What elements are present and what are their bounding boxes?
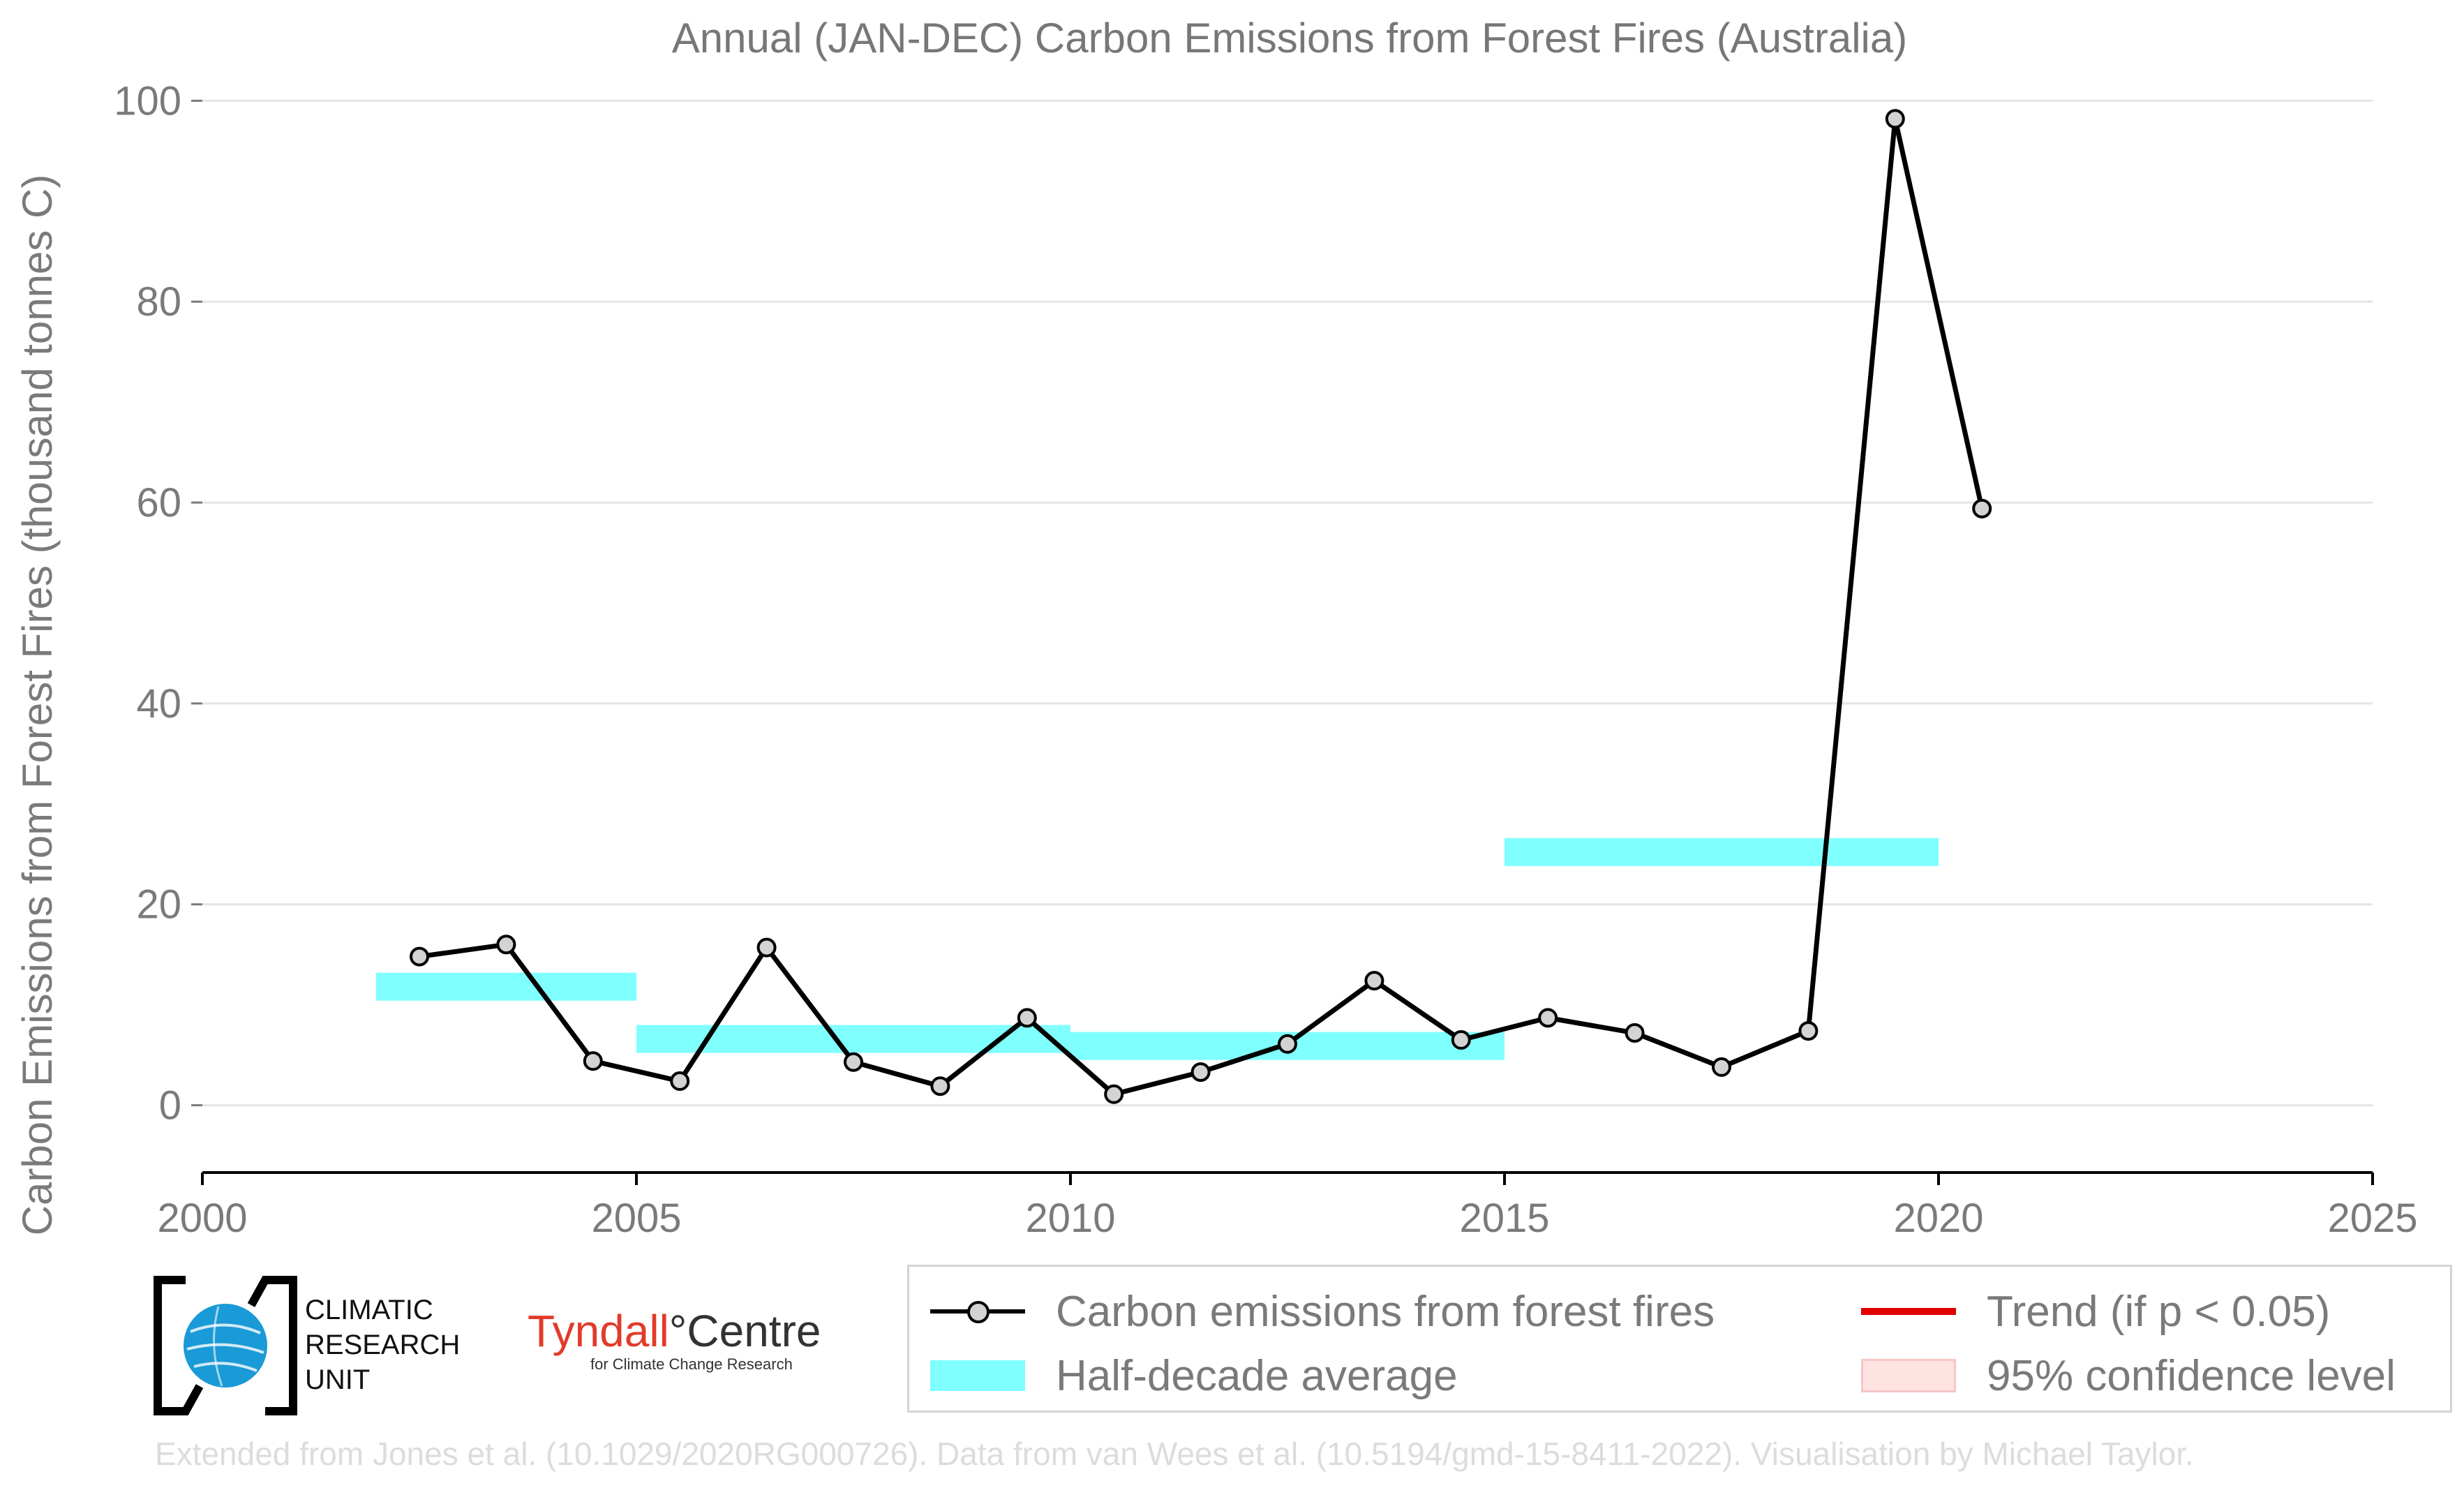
data-point-2 [583, 1051, 603, 1071]
data-point-6 [930, 1076, 950, 1096]
data-point-5 [844, 1052, 863, 1072]
series-line [419, 116, 1985, 1097]
data-point-3 [670, 1071, 690, 1092]
x-tick-label-2010: 2010 [1025, 1196, 1115, 1241]
data-point-15 [1712, 1057, 1731, 1077]
y-tick-label-80: 80 [136, 279, 181, 325]
legend-item-confidence: 95% confidence level [1861, 1348, 2396, 1404]
chart-title: Annual (JAN-DEC) Carbon Emissions from F… [672, 15, 1907, 61]
half-decade-average-bands [375, 838, 1939, 1060]
data-point-18 [1972, 498, 1992, 519]
data-point-9 [1190, 1062, 1211, 1082]
cru-text-line-3: UNIT [305, 1364, 371, 1395]
legend-swatch-confidence [1861, 1359, 1956, 1392]
cru-wordmark: CLIMATIC RESEARCH UNIT [305, 1293, 460, 1397]
data-point-0 [410, 946, 429, 967]
cru-text-line-2: RESEARCH [305, 1330, 461, 1360]
tyndall-name: Tyndall [528, 1306, 669, 1356]
y-tick-label-0: 0 [159, 1083, 181, 1129]
data-point-10 [1278, 1034, 1297, 1054]
data-point-13 [1538, 1008, 1558, 1028]
data-point-16 [1798, 1021, 1819, 1041]
half-decade-bar-0 [375, 972, 636, 1001]
legend-item-half-decade: Half-decade average [930, 1348, 1458, 1404]
data-point-4 [756, 937, 777, 958]
tyndall-subtitle: for Climate Change Research [590, 1355, 793, 1373]
y-tick-label-20: 20 [136, 882, 181, 928]
source-footnote: Extended from Jones et al. (10.1029/2020… [155, 1436, 2194, 1472]
emissions-line [419, 116, 1985, 1097]
y-tick-label-100: 100 [114, 78, 181, 124]
legend-item-emissions: Carbon emissions from forest fires [930, 1284, 1715, 1339]
series-markers [410, 109, 1992, 1104]
legend-swatch-line-marker [930, 1284, 1025, 1339]
data-point-1 [496, 935, 516, 955]
cru-text-line-1: CLIMATIC [305, 1295, 433, 1325]
data-point-11 [1364, 971, 1384, 991]
legend: Carbon emissions from forest fires Half-… [907, 1265, 2452, 1413]
x-ticks: 2000 2005 2010 2015 2020 2025 [157, 1173, 2418, 1241]
tyndall-centre: Centre [687, 1306, 821, 1356]
legend-item-trend: Trend (if p < 0.05) [1861, 1284, 2330, 1339]
y-tick-label-40: 40 [136, 681, 181, 727]
y-tick-label-60: 60 [136, 480, 181, 526]
tyndall-degree: ° [669, 1306, 687, 1356]
legend-label-emissions: Carbon emissions from forest fires [1056, 1287, 1715, 1336]
legend-swatch-trend [1861, 1308, 1956, 1315]
x-tick-label-2000: 2000 [157, 1196, 247, 1241]
x-tick-label-2025: 2025 [2327, 1196, 2417, 1241]
gridlines [202, 99, 2373, 1107]
legend-label-trend: Trend (if p < 0.05) [1987, 1287, 2331, 1336]
data-point-12 [1451, 1030, 1471, 1050]
data-point-17 [1885, 109, 1905, 129]
legend-label-confidence: 95% confidence level [1987, 1351, 2396, 1400]
y-axis-label: Carbon Emissions from Forest Fires (thou… [14, 174, 61, 1236]
y-tick-labels: 0 20 40 60 80 100 [114, 78, 202, 1129]
x-tick-label-2005: 2005 [591, 1196, 681, 1241]
climatic-research-unit-logo [152, 1276, 299, 1415]
data-point-8 [1104, 1084, 1124, 1104]
half-decade-bar-3 [1504, 838, 1939, 866]
x-tick-label-2015: 2015 [1459, 1196, 1549, 1241]
tyndall-centre-logo: Tyndall°Centre for Climate Change Resear… [528, 1307, 821, 1374]
x-tick-label-2020: 2020 [1893, 1196, 1983, 1241]
legend-swatch-half-decade [930, 1360, 1025, 1391]
legend-label-half-decade: Half-decade average [1056, 1351, 1458, 1400]
data-point-14 [1625, 1022, 1645, 1043]
data-point-7 [1017, 1008, 1037, 1028]
